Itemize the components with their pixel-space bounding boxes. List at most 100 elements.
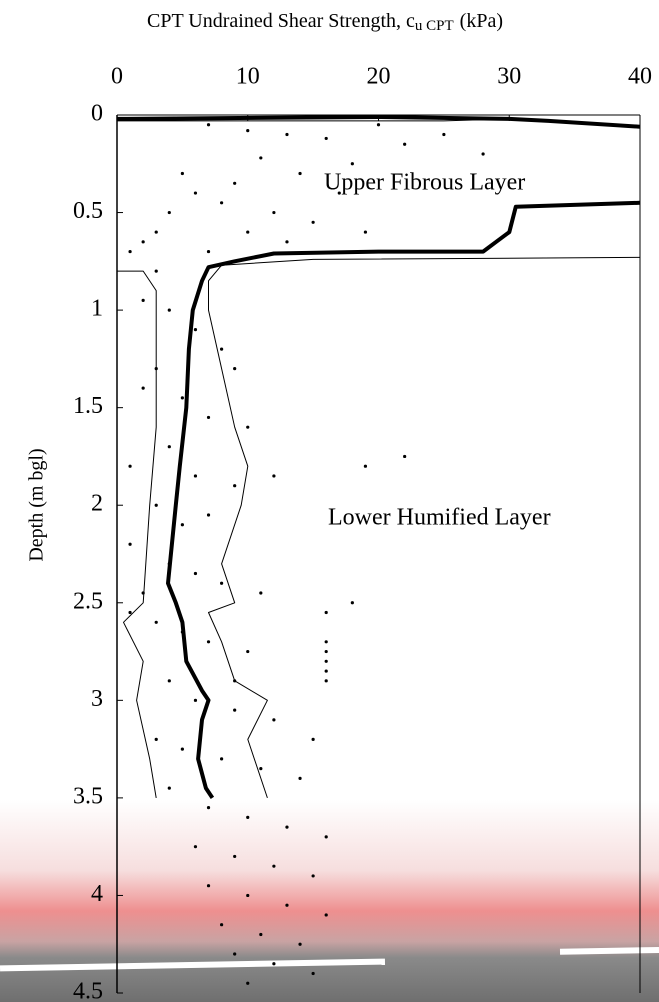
data-point xyxy=(180,747,184,751)
data-point xyxy=(167,679,171,683)
y-tick-label: 2 xyxy=(91,491,103,517)
data-point xyxy=(272,962,276,966)
data-point xyxy=(141,298,145,302)
data-point xyxy=(141,240,145,244)
data-point xyxy=(193,191,198,195)
data-point xyxy=(193,698,198,702)
data-point xyxy=(311,737,315,741)
road-marking xyxy=(0,958,386,972)
data-point xyxy=(350,162,354,166)
data-point xyxy=(324,649,328,654)
data-point xyxy=(311,220,315,224)
data-point xyxy=(324,913,328,917)
x-tick-label: 30 xyxy=(497,64,521,90)
data-point xyxy=(246,815,250,820)
data-point xyxy=(154,620,158,624)
data-point xyxy=(154,737,158,741)
data-point xyxy=(298,171,302,176)
data-point xyxy=(220,757,224,761)
data-point xyxy=(442,132,446,137)
data-point xyxy=(193,571,198,576)
data-point xyxy=(167,308,171,312)
data-point xyxy=(311,874,315,878)
data-point xyxy=(128,542,132,546)
data-point xyxy=(481,152,485,156)
data-point xyxy=(206,249,211,254)
data-point xyxy=(246,981,250,985)
series xyxy=(117,270,157,798)
data-point xyxy=(233,484,237,488)
annotation: Lower Humified Layer xyxy=(328,505,551,531)
data-point xyxy=(324,835,328,839)
data-point xyxy=(246,893,250,898)
data-point xyxy=(154,269,158,273)
y-tick-label: 4.5 xyxy=(73,979,103,1002)
data-point xyxy=(206,884,211,888)
data-point xyxy=(337,191,341,195)
road-marking xyxy=(559,946,659,955)
data-point xyxy=(233,367,237,371)
data-point xyxy=(193,474,198,478)
x-tick-label: 0 xyxy=(111,64,123,90)
data-point xyxy=(324,659,328,663)
data-point xyxy=(154,503,158,507)
data-point xyxy=(128,610,132,615)
data-point xyxy=(259,156,263,160)
data-point xyxy=(376,123,381,127)
y-tick-label: 0 xyxy=(91,101,103,127)
data-point xyxy=(193,328,198,332)
data-point xyxy=(285,903,289,907)
data-point xyxy=(285,240,289,244)
data-point xyxy=(272,718,276,722)
data-point xyxy=(206,513,211,517)
data-point xyxy=(272,474,276,478)
x-title-main: CPT Undrained Shear Strength, c xyxy=(147,10,415,32)
data-point xyxy=(285,132,289,137)
y-tick-label: 3 xyxy=(91,686,103,712)
x-title-sub: u CPT xyxy=(415,18,454,34)
data-point xyxy=(324,640,328,644)
y-axis-title: Depth (m bgl) xyxy=(26,448,48,561)
data-point xyxy=(259,767,263,771)
data-point xyxy=(363,230,368,234)
data-point xyxy=(193,845,198,849)
data-point xyxy=(350,601,354,605)
data-point xyxy=(141,386,145,390)
data-point xyxy=(167,445,171,449)
data-point xyxy=(180,523,184,527)
y-tick-label: 4 xyxy=(91,881,103,907)
data-point xyxy=(220,347,224,351)
y-tick-label: 1 xyxy=(91,296,103,322)
data-point xyxy=(233,952,237,956)
data-point xyxy=(128,464,132,468)
profile-line xyxy=(117,270,157,798)
data-point xyxy=(128,249,132,254)
data-point xyxy=(167,210,171,215)
data-point xyxy=(403,454,407,459)
data-point xyxy=(298,942,302,946)
profile-line xyxy=(117,115,641,800)
data-point xyxy=(220,201,224,205)
x-tick-label: 20 xyxy=(367,64,391,90)
x-tick-label: 10 xyxy=(236,64,260,90)
series xyxy=(117,118,641,799)
data-point xyxy=(363,464,368,468)
data-point xyxy=(246,129,250,133)
data-point xyxy=(246,649,250,654)
data-point xyxy=(233,708,237,712)
data-point xyxy=(206,640,211,644)
x-axis-title: CPT Undrained Shear Strength, cu CPT (kPa… xyxy=(147,10,503,35)
data-point xyxy=(272,210,276,215)
annotation: Upper Fibrous Layer xyxy=(324,170,525,196)
data-point xyxy=(324,679,328,683)
data-point xyxy=(298,776,302,780)
data-point xyxy=(180,171,184,176)
data-point xyxy=(246,425,250,429)
y-tick-label: 3.5 xyxy=(73,783,103,809)
data-point xyxy=(272,864,276,868)
data-point xyxy=(403,142,407,146)
plot-area: 0 10 20 30 40 0 0.5 1 1.5 2 2.5 3 3.5 4 4.5 Upper Fibro… xyxy=(73,64,652,1002)
data-point xyxy=(206,123,211,127)
x-tick-label: 40 xyxy=(628,64,652,90)
